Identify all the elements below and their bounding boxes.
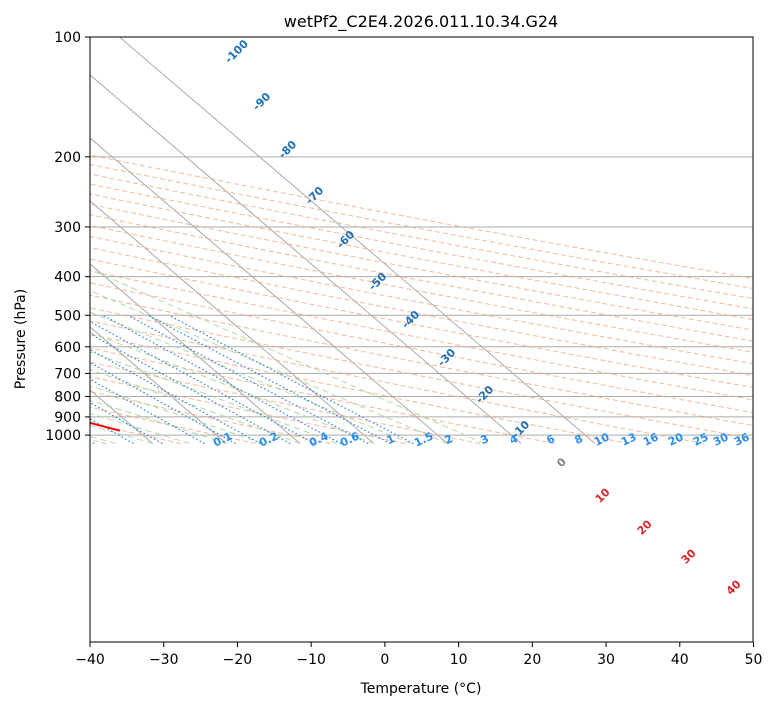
mixing-ratio-label: 36 xyxy=(732,430,752,448)
x-axis: −40 −30 −20 −10 0 10 20 30 40 50 xyxy=(75,642,762,668)
moist-adiabat-line xyxy=(90,311,411,444)
x-axis-tick-label: 10 xyxy=(450,652,468,668)
mixing-ratio-label: 16 xyxy=(641,430,661,448)
mixing-ratio-label: 20 xyxy=(666,430,686,448)
dry-adiabat-line xyxy=(90,235,753,365)
x-axis-tick-label: −40 xyxy=(75,652,105,668)
y-axis-tick-label: 400 xyxy=(54,270,81,286)
y-axis-tick-label: 1000 xyxy=(45,428,81,444)
y-axis-tick-label: 900 xyxy=(54,410,81,426)
x-axis-tick-label: 0 xyxy=(380,652,389,668)
mixing-ratio-line xyxy=(90,401,163,445)
y-axis-tick-label: 600 xyxy=(54,340,81,356)
mixing-ratio-label: 10 xyxy=(592,430,612,448)
dry-adiabat-line xyxy=(90,307,753,440)
dry-adiabat-line xyxy=(90,391,331,444)
dry-adiabat-line xyxy=(90,154,753,280)
y-axis-tick-label: 500 xyxy=(54,308,81,324)
mixing-ratio-line xyxy=(127,314,369,445)
mixing-ratio-line xyxy=(90,320,315,445)
dry-adiabat-line xyxy=(90,406,256,444)
moist-adiabat-line xyxy=(90,268,485,444)
moist-adiabat-line xyxy=(90,332,375,444)
y-axis-tick-label: 300 xyxy=(54,220,81,236)
moist-adiabat-line xyxy=(90,399,227,444)
x-axis-tick-label: −30 xyxy=(149,652,179,668)
x-axis-tick-label: −10 xyxy=(296,652,326,668)
dry-adiabat-line xyxy=(90,282,753,414)
x-axis-tick-label: 30 xyxy=(597,652,615,668)
y-axis-tick-label: 700 xyxy=(54,366,81,382)
y-axis-title: Pressure (hPa) xyxy=(13,289,29,389)
mixing-ratio-label: 30 xyxy=(711,430,731,448)
isotherm-line xyxy=(90,326,227,444)
dry-adiabat-line xyxy=(90,214,753,342)
isotherm-line xyxy=(90,200,375,444)
mixing-ratio-line xyxy=(90,333,291,445)
y-axis: 1000 900 800 700 600 500 400 300 200 100 xyxy=(45,30,90,444)
x-axis-tick-label: 50 xyxy=(745,652,763,668)
moist-adiabat-line xyxy=(90,290,448,444)
dry-adiabat-line xyxy=(90,376,406,444)
x-axis-tick-label: −20 xyxy=(223,652,253,668)
mixing-ratio-line xyxy=(90,361,236,445)
plot-frame xyxy=(89,36,754,643)
mixing-ratio-lines xyxy=(90,314,414,445)
dry-adiabat-line xyxy=(90,294,753,426)
mixing-ratio-line xyxy=(90,348,261,445)
y-axis-tick-label: 100 xyxy=(54,30,81,46)
pressure-gridlines xyxy=(90,37,753,436)
x-axis-title: Temperature (°C) xyxy=(360,681,482,697)
y-axis-tick-label: 800 xyxy=(54,390,81,406)
x-axis-tick-label: 40 xyxy=(671,652,689,668)
moist-adiabat-lines xyxy=(90,268,485,444)
x-axis-tick-label: 20 xyxy=(523,652,541,668)
dry-adiabat-line xyxy=(90,258,753,389)
dry-adiabat-line xyxy=(90,347,555,444)
chart-title: wetPf2_C2E4.2026.011.10.34.G24 xyxy=(284,12,558,32)
mixing-ratio-label: 13 xyxy=(619,430,638,448)
isotherm-line xyxy=(90,137,448,444)
mixing-ratio-line xyxy=(90,378,205,445)
isotherm-line xyxy=(90,74,522,444)
dry-adiabat-line xyxy=(90,320,705,444)
mixing-ratio-label: 25 xyxy=(691,430,710,448)
dry-adiabat-lines xyxy=(90,154,753,444)
isotherm-line xyxy=(119,37,596,444)
moist-adiabat-line xyxy=(90,369,301,444)
plot-area: -100-90-80-70-60-50-40-30-20-10010203040… xyxy=(90,37,753,598)
mixing-ratio-line xyxy=(147,314,391,445)
y-axis-tick-label: 200 xyxy=(54,150,81,166)
